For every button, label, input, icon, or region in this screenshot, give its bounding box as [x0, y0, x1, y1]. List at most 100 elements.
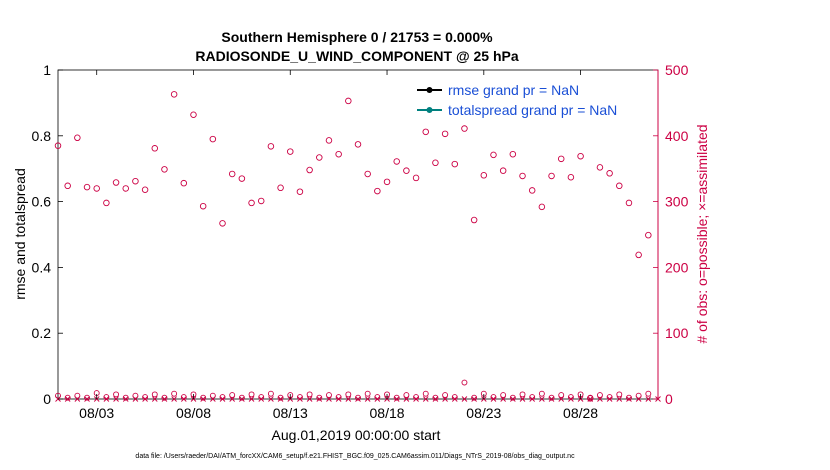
possible-obs-point-low	[616, 391, 623, 398]
legend: rmse grand pr = NaN totalspread grand pr…	[417, 82, 617, 118]
y-tick-label-right: 100	[665, 325, 689, 341]
possible-obs-point-low	[132, 392, 139, 399]
x-tick-label: 08/28	[563, 405, 598, 421]
assimilated-obs-point	[413, 396, 419, 402]
assimilated-obs-point	[403, 396, 410, 402]
possible-obs-point	[257, 197, 265, 205]
y-axis-label-right: # of obs: o=possible; ×=assimilated	[694, 124, 710, 343]
possible-obs-point	[538, 203, 546, 211]
possible-obs-point-low	[248, 391, 255, 398]
assimilated-obs-point	[364, 396, 371, 402]
possible-obs-point-low	[200, 394, 207, 401]
possible-obs-point-low	[171, 390, 178, 397]
assimilated-obs-point	[626, 396, 632, 402]
possible-obs-point	[499, 167, 507, 174]
assimilated-obs-point	[461, 396, 468, 402]
possible-obs-point	[461, 125, 468, 132]
possible-obs-point	[132, 177, 139, 185]
possible-obs-point-low	[509, 394, 516, 401]
possible-obs-point	[170, 91, 178, 98]
assimilated-obs-point	[268, 396, 274, 402]
possible-obs-point	[325, 137, 333, 144]
assimilated-obs-point	[587, 396, 594, 402]
possible-obs-point	[54, 142, 62, 149]
y-axis-left: 0 0.2 0.4 0.6 0.8 1	[32, 62, 63, 407]
possible-obs-point-low	[432, 394, 439, 401]
possible-obs-point	[490, 151, 497, 159]
assimilated-obs-point	[306, 396, 313, 402]
x-axis: 08/03 08/08 08/13 08/18 08/23 08/28	[79, 70, 598, 421]
possible-obs-point	[277, 184, 284, 192]
possible-obs-point	[306, 166, 313, 174]
y-tick-label-left: 0.4	[32, 259, 52, 275]
possible-obs-point	[557, 155, 565, 163]
possible-obs-point	[161, 166, 168, 173]
x-tick-label: 08/18	[370, 405, 405, 421]
possible-obs-point-low	[267, 390, 274, 397]
assimilated-obs-point	[113, 396, 119, 402]
possible-obs-point-low	[587, 394, 594, 401]
assimilated-obs-point	[442, 396, 448, 402]
possible-obs-point	[528, 187, 536, 194]
possible-obs-point	[548, 172, 555, 180]
possible-obs-point	[209, 135, 217, 143]
possible-obs-point	[606, 170, 613, 177]
possible-obs-point-low	[306, 391, 313, 398]
assimilated-obs-point	[490, 396, 497, 402]
possible-obs-point-low	[548, 394, 555, 401]
assimilated-obs-point	[529, 396, 536, 402]
assimilated-obs-point	[432, 396, 439, 402]
assimilated-obs-point	[645, 396, 652, 402]
y-tick-label-left: 0.2	[32, 325, 52, 341]
assimilated-obs-point	[74, 396, 81, 402]
assimilated-obs-point	[335, 396, 342, 402]
possible-obs-point	[296, 188, 304, 195]
possible-obs-point	[199, 202, 207, 210]
possible-obs-point	[374, 187, 381, 195]
possible-obs-point-low	[471, 394, 478, 401]
assimilated-obs-point	[171, 396, 177, 402]
assimilated-obs-point	[326, 396, 332, 402]
possible-obs-point-low	[209, 392, 216, 399]
assimilated-obs-point	[548, 396, 555, 402]
possible-obs-point	[238, 175, 246, 182]
assimilated-obs-point	[151, 396, 158, 402]
possible-obs-point-low	[538, 390, 545, 397]
y-tick-label-right: 0	[665, 391, 673, 407]
possible-obs-point-low	[345, 391, 352, 398]
x-tick-label: 08/08	[176, 405, 211, 421]
possible-obs-point	[596, 164, 604, 171]
assimilated-obs-point	[210, 396, 216, 402]
y-tick-label-right: 300	[665, 194, 689, 210]
chart-title: Southern Hemisphere 0 / 21753 = 0.000%	[221, 29, 493, 45]
possible-obs-point-low	[229, 392, 236, 399]
y-tick-label-right: 400	[665, 128, 689, 144]
plot-frame	[57, 69, 659, 400]
possible-obs-point	[432, 159, 439, 167]
assimilated-obs-point	[597, 396, 603, 402]
possible-obs-point-low	[500, 392, 507, 399]
assimilated-obs-point	[103, 396, 110, 402]
possible-obs-point-low	[84, 394, 90, 401]
assimilated-obs-point	[258, 396, 265, 402]
possible-obs-point	[383, 178, 391, 186]
possible-obs-point-low	[596, 392, 603, 399]
assimilated-obs-point	[355, 396, 361, 402]
assimilated-obs-point	[122, 396, 129, 402]
data-file-footer: data file: /Users/raeder/DAI/ATM_forcXX/…	[135, 453, 575, 460]
y-tick-label-left: 0.8	[32, 128, 52, 144]
x-tick-label: 08/23	[466, 405, 501, 421]
assimilated-obs-point	[219, 396, 226, 402]
assimilated-obs-point	[132, 396, 139, 402]
possible-obs-point	[190, 111, 197, 118]
assimilated-obs-point	[277, 396, 284, 402]
assimilated-obs-point	[142, 396, 148, 402]
possible-obs-point-low	[558, 392, 565, 399]
possible-obs-point-low	[74, 392, 81, 399]
possible-obs-point-low	[364, 390, 371, 397]
assimilated-obs-point	[161, 396, 168, 402]
legend-marker-rmse	[426, 87, 433, 93]
assimilated-obs-point	[510, 396, 516, 402]
assimilated-obs-point	[248, 396, 255, 402]
